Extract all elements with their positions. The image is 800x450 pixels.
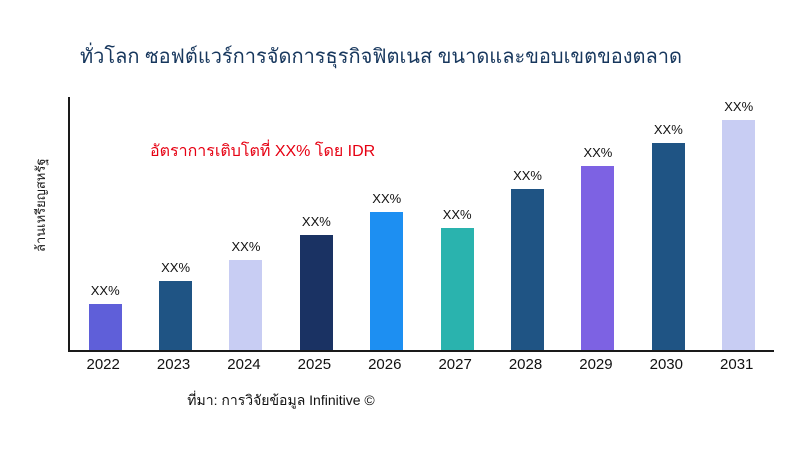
chart-title: ทั่วโลก ซอฟต์แวร์การจัดการธุรกิจฟิตเนส ข… bbox=[80, 46, 682, 68]
y-axis-label: ล้านเหรียญสหรัฐ bbox=[33, 158, 48, 252]
bar-value-label: XX% bbox=[653, 122, 683, 137]
bar-column: XX% bbox=[281, 214, 351, 350]
bar bbox=[88, 304, 122, 350]
bar bbox=[370, 212, 404, 350]
bar-value-label: XX% bbox=[724, 99, 754, 114]
growth-rate-annotation: อัตราการเติบโตที่ XX% โดย IDR bbox=[150, 143, 376, 160]
x-axis-tick-label: 2022 bbox=[86, 356, 120, 373]
bar-column: XX% bbox=[70, 283, 140, 350]
x-axis-labels: 2022 2023 2024 2025 2026 2027 2028 2029 2030 2031 bbox=[68, 356, 772, 373]
x-axis-tick-label: 2024 bbox=[227, 356, 261, 373]
bar-column: XX% bbox=[493, 168, 563, 350]
bar-value-label: XX% bbox=[372, 191, 402, 206]
bar bbox=[511, 189, 545, 350]
bar bbox=[159, 281, 193, 350]
x-axis-tick-label: 2026 bbox=[368, 356, 402, 373]
bar-value-label: XX% bbox=[301, 214, 331, 229]
bar bbox=[581, 166, 615, 350]
bar-value-label: XX% bbox=[442, 207, 472, 223]
bar-column: XX% bbox=[422, 207, 492, 350]
source-label: ที่มา: การวิจัยข้อมูล Infinitive © bbox=[187, 392, 375, 408]
x-axis-tick-label: 2025 bbox=[297, 356, 332, 373]
bar bbox=[651, 143, 685, 350]
bar-column: XX% bbox=[141, 260, 211, 350]
bar-column: XX% bbox=[352, 191, 422, 350]
bar-value-label: XX% bbox=[583, 145, 613, 160]
x-axis-tick-label: 2023 bbox=[156, 356, 191, 373]
bar bbox=[229, 260, 263, 350]
bar-column: XX% bbox=[633, 122, 703, 350]
bar bbox=[722, 120, 756, 350]
bar bbox=[440, 228, 474, 350]
bar-column: XX% bbox=[704, 99, 774, 350]
bar-column: XX% bbox=[563, 145, 633, 350]
x-axis-tick-label: 2028 bbox=[508, 356, 543, 373]
bar-value-label: XX% bbox=[90, 283, 120, 298]
bar bbox=[299, 235, 333, 350]
x-axis-tick-label: 2031 bbox=[720, 356, 754, 373]
x-axis-tick-label: 2027 bbox=[438, 356, 472, 373]
x-axis-tick-label: 2029 bbox=[579, 356, 613, 373]
bar-value-label: XX% bbox=[231, 239, 261, 255]
bar-value-label: XX% bbox=[513, 168, 542, 183]
x-axis-tick-label: 2030 bbox=[649, 356, 683, 373]
bar-column: XX% bbox=[211, 239, 281, 350]
plot-area: อัตราการเติบโตที่ XX% โดย IDR XX% XX% XX% X… bbox=[68, 97, 774, 352]
bar-value-label: XX% bbox=[161, 260, 191, 275]
